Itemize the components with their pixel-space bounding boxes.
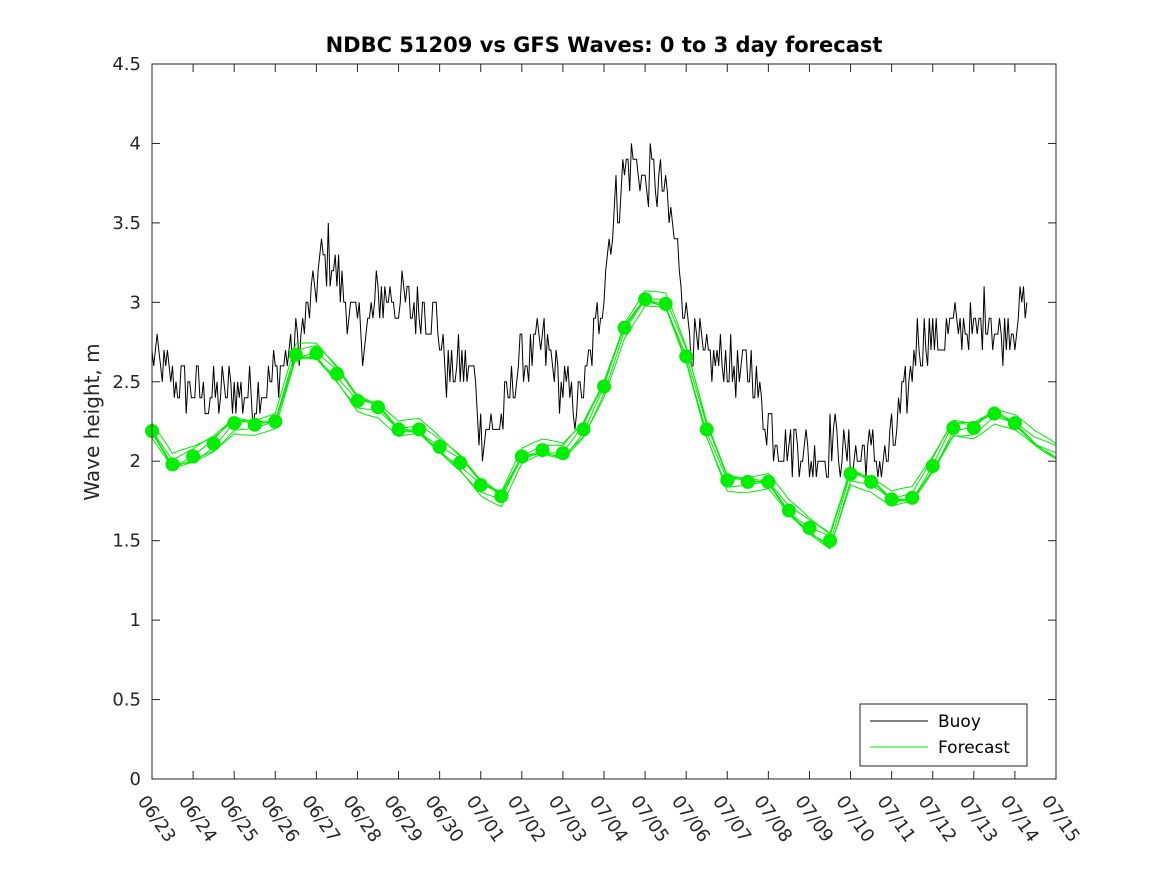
legend: Buoy Forecast: [859, 703, 1028, 767]
forecast-marker: [884, 492, 899, 507]
forecast-marker: [720, 473, 735, 488]
forecast-marker: [987, 406, 1002, 421]
forecast-marker: [555, 446, 570, 461]
forecast-marker: [227, 416, 242, 431]
forecast-marker: [823, 533, 837, 548]
y-tick-label: 0: [130, 769, 141, 790]
forecast-marker: [268, 414, 283, 429]
y-tick-label: 2: [130, 451, 141, 472]
forecast-marker: [412, 422, 427, 437]
forecast-marker: [391, 422, 406, 437]
forecast-marker: [206, 436, 221, 451]
forecast-marker: [679, 349, 694, 364]
chart-title: NDBC 51209 vs GFS Waves: 0 to 3 day fore…: [326, 33, 883, 57]
forecast-marker: [494, 489, 509, 504]
forecast-marker: [576, 422, 591, 437]
forecast-marker: [186, 449, 201, 464]
forecast-marker: [1007, 416, 1022, 431]
forecast-marker: [453, 455, 468, 470]
y-tick-label: 3.5: [112, 213, 141, 234]
y-tick-label: 4: [130, 133, 141, 154]
forecast-marker: [165, 457, 180, 472]
forecast-marker: [597, 379, 611, 394]
legend-buoy-label: Buoy: [938, 712, 981, 732]
forecast-marker: [925, 459, 940, 473]
forecast-marker: [329, 366, 344, 381]
legend-forecast-label: Forecast: [938, 738, 1010, 758]
forecast-marker: [247, 417, 262, 432]
forecast-marker: [905, 490, 920, 505]
forecast-marker: [473, 478, 488, 493]
forecast-marker: [843, 466, 858, 481]
forecast-marker: [350, 393, 365, 408]
y-axis-label: Wave height, m: [80, 343, 104, 500]
y-tick-label: 3: [130, 292, 141, 313]
forecast-marker: [658, 296, 673, 311]
series-buoy-line: [151, 143, 1028, 478]
forecast-marker: [699, 422, 714, 437]
y-tick-label: 2.5: [112, 372, 141, 393]
y-tick-label: 4.5: [112, 54, 141, 75]
forecast-marker: [432, 439, 447, 454]
forecast-marker: [617, 320, 632, 335]
forecast-marker: [535, 443, 550, 458]
forecast-marker: [761, 474, 776, 489]
legend-box: [859, 703, 1028, 767]
forecast-marker: [309, 346, 324, 361]
forecast-markers: [145, 292, 1022, 548]
y-tick-label: 1.5: [112, 531, 141, 552]
forecast-marker: [740, 474, 755, 489]
forecast-marker: [802, 521, 817, 535]
y-tick-label: 0.5: [112, 690, 141, 711]
y-axis: 0 0.5 1 1.5 2 2.5 3 3.5 4 4.5: [112, 54, 1056, 790]
series-forecast-line-1: [151, 305, 1057, 550]
forecast-marker: [781, 503, 796, 518]
forecast-marker: [946, 420, 961, 435]
forecast-marker: [864, 474, 879, 489]
forecast-marker: [288, 347, 303, 362]
forecast-marker: [966, 420, 981, 435]
forecast-marker: [371, 400, 385, 415]
y-tick-label: 1: [130, 610, 141, 631]
forecast-marker: [514, 449, 529, 464]
forecast-marker: [638, 292, 653, 307]
